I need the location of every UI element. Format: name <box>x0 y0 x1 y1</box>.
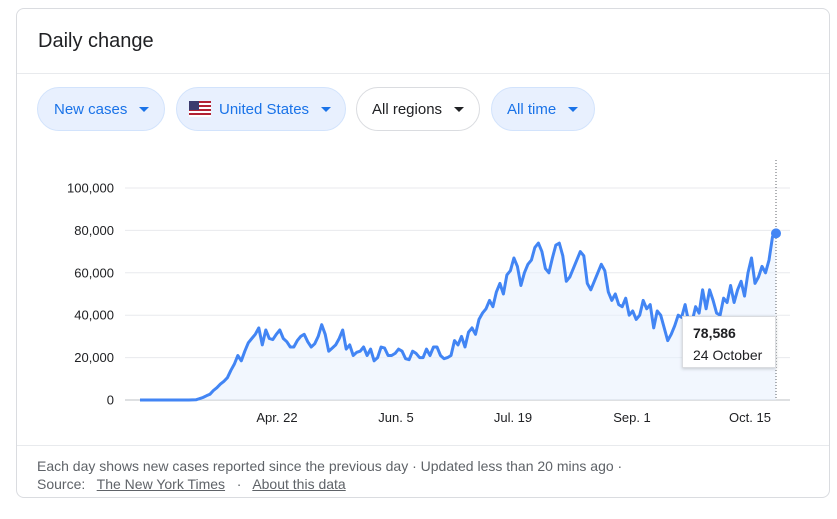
title-divider <box>17 73 829 74</box>
chart-tooltip: 78,586 24 October <box>682 316 776 368</box>
y-tick-label: 20,000 <box>74 350 114 365</box>
time-range-dropdown-label: All time <box>507 100 557 118</box>
footer-source-line: Source: The New York Times · About this … <box>37 475 622 493</box>
tooltip-value: 78,586 <box>693 325 736 341</box>
chevron-down-icon <box>568 106 579 112</box>
region-dropdown[interactable]: All regions <box>356 87 480 131</box>
chart-footer: Each day shows new cases reported since … <box>37 457 622 493</box>
chevron-down-icon <box>139 106 150 112</box>
x-tick-label: Jun. 5 <box>378 410 413 425</box>
metric-dropdown-label: New cases <box>54 100 128 118</box>
time-range-dropdown[interactable]: All time <box>491 87 595 131</box>
y-tick-label: 80,000 <box>74 223 114 238</box>
series-line <box>140 232 778 402</box>
footer-divider <box>17 445 829 446</box>
source-link[interactable]: The New York Times <box>96 476 226 492</box>
chevron-down-icon <box>454 106 465 112</box>
x-tick-label: Oct. 15 <box>729 410 771 425</box>
x-axis-labels: Apr. 22 Jun. 5 Jul. 19 Sep. 1 Oct. 15 <box>256 410 771 425</box>
y-tick-label: 40,000 <box>74 308 114 323</box>
x-tick-label: Jul. 19 <box>494 410 532 425</box>
x-tick-label: Sep. 1 <box>613 410 651 425</box>
y-tick-label: 100,000 <box>67 181 114 196</box>
y-tick-label: 0 <box>107 393 114 408</box>
region-dropdown-label: All regions <box>372 100 443 118</box>
y-axis-labels: 0 20,000 40,000 60,000 80,000 100,000 <box>67 181 114 408</box>
country-dropdown-label: United States <box>219 100 310 118</box>
y-tick-label: 60,000 <box>74 265 114 280</box>
country-dropdown[interactable]: United States <box>176 87 346 131</box>
series-area <box>140 233 776 400</box>
metric-dropdown[interactable]: New cases <box>37 87 165 131</box>
hover-point <box>771 228 781 239</box>
footer-description: Each day shows new cases reported since … <box>37 458 623 474</box>
x-tick-label: Apr. 22 <box>256 410 297 425</box>
chevron-down-icon <box>321 106 332 112</box>
us-flag-icon <box>189 101 211 117</box>
card-title: Daily change <box>38 30 154 52</box>
source-prefix: Source: <box>37 476 86 492</box>
tooltip-date: 24 October <box>693 347 763 363</box>
footer-separator: · <box>236 476 242 492</box>
about-data-link[interactable]: About this data <box>252 476 346 492</box>
